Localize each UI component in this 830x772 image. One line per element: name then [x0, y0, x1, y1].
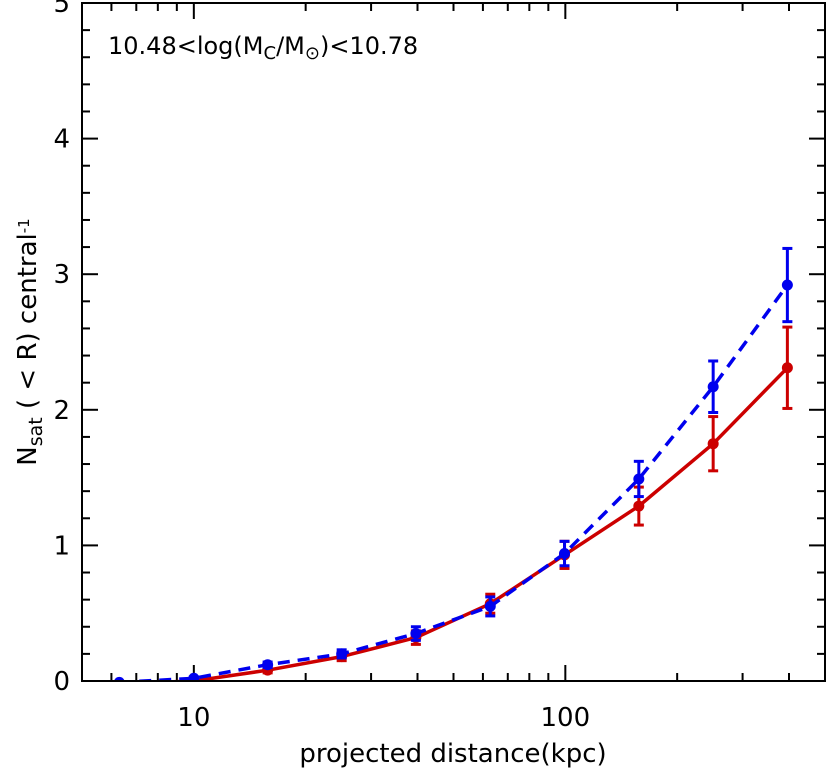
data-point — [781, 279, 793, 291]
series-2 — [113, 246, 793, 681]
data-point — [781, 362, 793, 374]
y-tick-label: 0 — [53, 667, 70, 697]
data-point — [707, 381, 719, 393]
x-axis-label: projected distance(kpc) — [299, 739, 606, 769]
tick-labels: 10 100 0 1 2 3 4 5 — [53, 0, 590, 733]
axis-ticks — [81, 2, 826, 682]
data-point — [113, 676, 125, 681]
series-2-line — [119, 283, 789, 681]
data-point — [633, 500, 645, 512]
y-tick-label: 3 — [53, 260, 70, 290]
y-tick-label: 5 — [53, 0, 70, 19]
data-point — [707, 438, 719, 450]
y-tick-label: 1 — [53, 531, 70, 561]
chart-annotation: 10.48<log(MC/M⊙)<10.78 — [108, 32, 418, 64]
data-point — [633, 473, 645, 485]
series-layer — [113, 246, 793, 681]
data-point — [410, 628, 422, 640]
data-point — [484, 600, 496, 612]
y-tick-label: 4 — [53, 125, 70, 155]
data-point — [262, 659, 274, 671]
data-point — [188, 672, 200, 681]
x-tick-label: 100 — [541, 703, 591, 733]
series-1 — [114, 325, 793, 681]
y-tick-label: 2 — [53, 396, 70, 426]
y-axis-label: Nsat ( < R) central-1 — [13, 218, 47, 465]
data-point — [336, 648, 348, 660]
x-tick-label: 10 — [177, 703, 210, 733]
plot-frame — [81, 2, 826, 682]
data-point — [559, 548, 571, 560]
series-1-line — [145, 366, 789, 681]
